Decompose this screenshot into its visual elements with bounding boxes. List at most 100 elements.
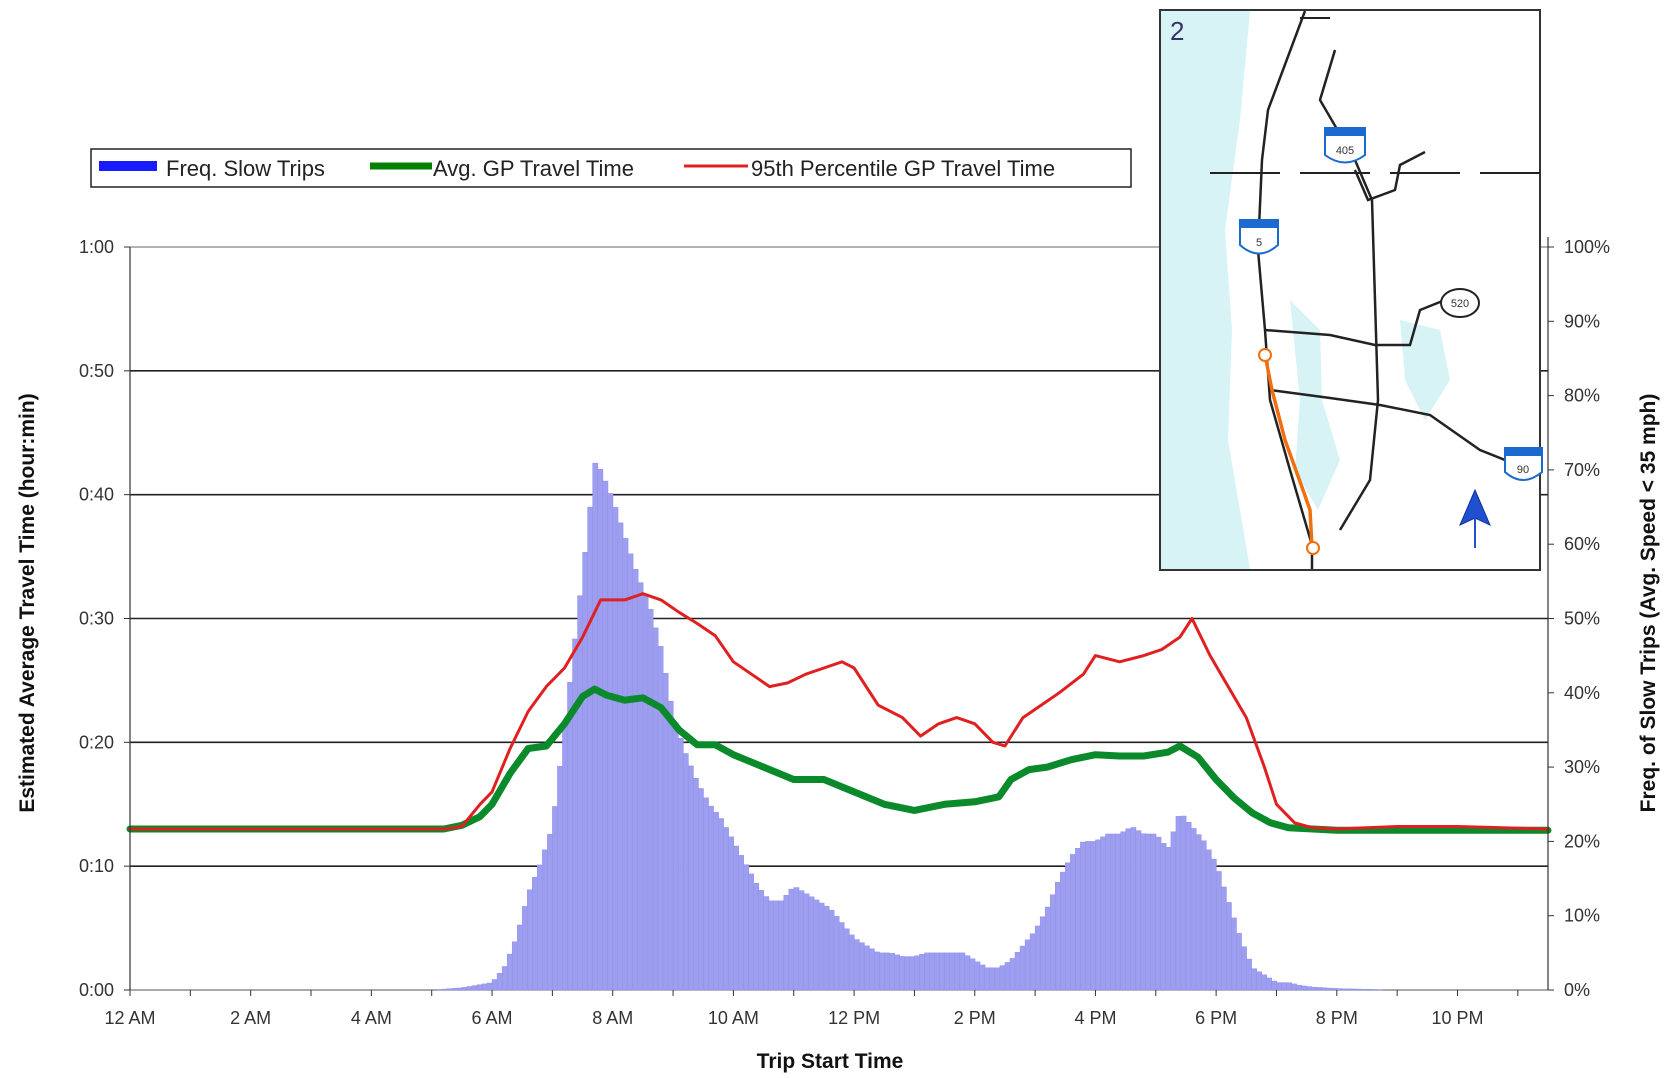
slow-trip-bar bbox=[773, 900, 780, 991]
slow-trip-bar bbox=[602, 480, 609, 991]
slow-trip-bar bbox=[632, 569, 639, 991]
slow-trip-bar bbox=[1100, 836, 1107, 991]
slow-trip-bar bbox=[999, 965, 1006, 991]
y2-tick-label: 70% bbox=[1564, 460, 1600, 480]
slow-trip-bar bbox=[652, 627, 659, 991]
slow-trip-bar bbox=[1371, 989, 1378, 991]
legend-label-avg: Avg. GP Travel Time bbox=[433, 156, 634, 181]
slow-trip-bar bbox=[1080, 841, 1086, 991]
slow-trip-bar bbox=[1165, 847, 1172, 991]
y2-tick-label: 80% bbox=[1564, 386, 1600, 406]
x-tick-label: 4 PM bbox=[1074, 1008, 1116, 1028]
slow-trip-bar bbox=[1266, 977, 1272, 991]
svg-text:90: 90 bbox=[1517, 464, 1529, 476]
x-tick-label: 10 AM bbox=[708, 1008, 759, 1028]
slow-trip-bar bbox=[838, 922, 845, 991]
map-road-i405 bbox=[1318, 49, 1380, 531]
slow-trip-bar bbox=[1321, 987, 1328, 991]
slow-trip-bar bbox=[1085, 841, 1091, 991]
slow-trip-bar bbox=[687, 765, 694, 991]
y2-tick-label: 30% bbox=[1564, 757, 1600, 777]
slow-trip-bar bbox=[718, 818, 724, 991]
slow-trip-bar bbox=[1055, 882, 1061, 991]
slow-trip-bar bbox=[713, 812, 719, 991]
shield-405-icon: 405 bbox=[1324, 127, 1366, 164]
travel-time-lines bbox=[126, 592, 1552, 834]
slow-trip-bar bbox=[1185, 822, 1192, 991]
slow-trip-bar bbox=[1281, 982, 1288, 991]
slow-trip-bar bbox=[798, 890, 805, 991]
slow-trip-bar bbox=[858, 942, 865, 991]
slow-trip-bar bbox=[1361, 988, 1368, 991]
slow-trip-bar bbox=[708, 805, 714, 991]
slow-trip-bar bbox=[1070, 854, 1076, 991]
slow-trip-bar bbox=[1105, 833, 1112, 991]
slow-trip-bar bbox=[879, 952, 885, 991]
slow-trip-bar bbox=[1009, 958, 1016, 991]
map-roads bbox=[1256, 10, 1531, 569]
slow-trip-bar bbox=[984, 967, 991, 991]
slow-trip-bar bbox=[778, 900, 785, 991]
slow-trip-bar bbox=[1039, 916, 1046, 991]
y-tick-label: 0:40 bbox=[79, 485, 114, 505]
slow-trip-bar bbox=[1271, 980, 1277, 991]
slow-trip-bar bbox=[1014, 952, 1021, 991]
slow-trip-bar bbox=[1110, 833, 1117, 991]
slow-trip-bar bbox=[637, 582, 644, 991]
slow-trip-bar bbox=[964, 955, 971, 991]
slow-trip-bar bbox=[1225, 902, 1232, 991]
y-tick-label: 0:30 bbox=[79, 609, 114, 629]
x-tick-label: 12 AM bbox=[104, 1008, 155, 1028]
slow-trip-bar bbox=[446, 988, 453, 991]
slow-trip-bar bbox=[848, 934, 855, 991]
y2-tick-label: 20% bbox=[1564, 831, 1600, 851]
slow-trip-bar bbox=[692, 778, 699, 991]
slow-trip-bar bbox=[481, 983, 488, 991]
slow-trip-bar bbox=[894, 954, 900, 991]
slow-trip-bar bbox=[486, 982, 493, 991]
slow-trip-bar bbox=[758, 890, 765, 991]
slow-trip-bar bbox=[597, 469, 604, 991]
slow-trip-bar bbox=[1004, 962, 1011, 991]
slow-trip-bar bbox=[471, 985, 478, 991]
slow-trip-bar bbox=[889, 953, 895, 991]
slow-trip-bar bbox=[582, 552, 589, 991]
shield-5-icon: 5 bbox=[1239, 219, 1279, 255]
slow-trip-bar bbox=[587, 506, 594, 991]
y-tick-label: 0:50 bbox=[79, 361, 114, 381]
y2-tick-label: 0% bbox=[1564, 980, 1590, 1000]
slow-trip-bar bbox=[1060, 871, 1066, 991]
slow-trip-bar bbox=[1215, 871, 1222, 991]
slow-trip-bar bbox=[853, 939, 860, 991]
slow-trip-bar bbox=[1044, 906, 1051, 991]
slow-trip-bar bbox=[934, 952, 941, 991]
slow-trip-bar bbox=[753, 882, 760, 991]
slow-trip-bar bbox=[657, 646, 664, 991]
slow-trip-bar bbox=[768, 900, 775, 991]
slow-trip-bar bbox=[577, 595, 584, 991]
slow-trip-bar bbox=[527, 889, 533, 991]
slow-trip-bar bbox=[627, 553, 634, 991]
slow-trip-bar bbox=[788, 888, 795, 991]
y-tick-label: 1:00 bbox=[79, 237, 114, 257]
slow-trip-bar bbox=[1145, 833, 1152, 991]
slow-trip-bar bbox=[496, 973, 503, 991]
slow-trip-bar bbox=[436, 989, 443, 991]
map-route-highlight bbox=[1263, 354, 1314, 548]
slow-trip-bar bbox=[1241, 946, 1247, 991]
slow-trip-bar bbox=[1366, 989, 1373, 991]
slow-trip-bar bbox=[607, 493, 614, 991]
slow-trip-bar bbox=[1075, 848, 1081, 991]
slow-trip-bar bbox=[1336, 988, 1343, 991]
slow-trip-bar bbox=[904, 956, 910, 991]
axes bbox=[124, 237, 1554, 996]
x-tick-label: 2 PM bbox=[954, 1008, 996, 1028]
slow-trip-bar bbox=[1090, 841, 1096, 991]
x-tick-label: 8 AM bbox=[592, 1008, 633, 1028]
slow-trip-bar bbox=[1306, 986, 1313, 991]
legend-box bbox=[90, 148, 1132, 188]
slow-trip-bar bbox=[456, 987, 463, 991]
slow-trip-bar bbox=[728, 836, 734, 991]
slow-trip-bar bbox=[1311, 986, 1318, 991]
slow-trip-bar bbox=[949, 952, 956, 991]
